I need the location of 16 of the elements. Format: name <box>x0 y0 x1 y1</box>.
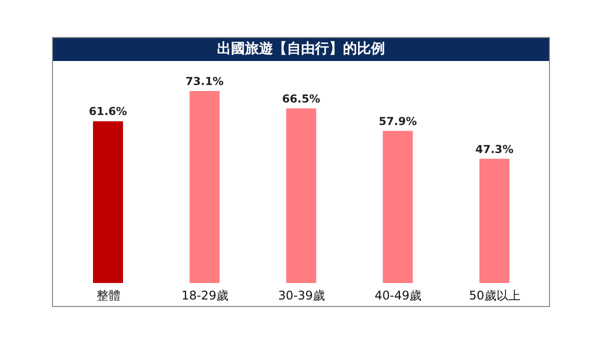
data-label: 61.6% <box>88 105 128 118</box>
chart-title: 出國旅遊【自由行】的比例 <box>53 38 549 61</box>
bar <box>382 130 413 283</box>
data-label: 73.1% <box>186 75 224 88</box>
data-label: 57.9% <box>378 114 417 128</box>
x-tick-label: 40-49歲 <box>374 288 422 303</box>
data-label: 66.5% <box>282 92 320 106</box>
bar <box>93 121 123 283</box>
bar <box>286 108 316 283</box>
bar <box>479 158 510 283</box>
bar <box>190 91 220 283</box>
x-tick-label: 18-29歲 <box>181 288 228 303</box>
data-label: 47.3% <box>475 142 514 156</box>
x-tick-label: 50歲以上 <box>469 288 520 303</box>
x-tick-label: 整體 <box>96 288 120 303</box>
x-tick-label: 30-39歲 <box>278 288 325 303</box>
